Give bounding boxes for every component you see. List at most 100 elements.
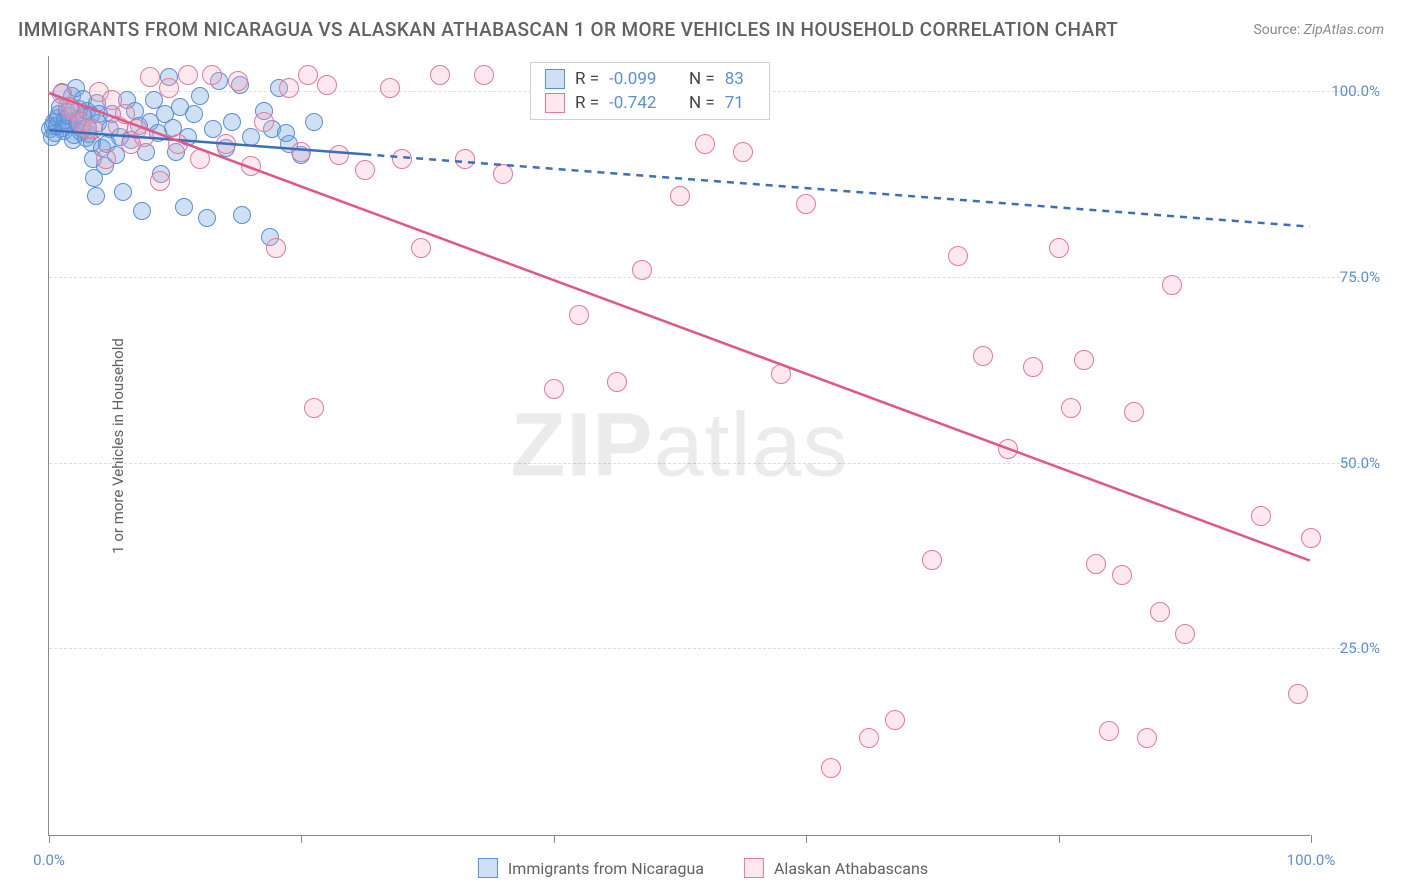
x-tick xyxy=(554,835,555,843)
y-tick-label: 75.0% xyxy=(1340,268,1380,286)
swatch-nicaragua xyxy=(478,858,498,878)
legend-label: Immigrants from Nicaragua xyxy=(508,859,704,878)
scatter-point-athabascan xyxy=(411,238,431,258)
scatter-point-athabascan xyxy=(1175,624,1195,644)
x-tick xyxy=(1059,835,1060,843)
scatter-point-athabascan xyxy=(1074,350,1094,370)
scatter-point-athabascan xyxy=(1061,398,1081,418)
scatter-point-athabascan xyxy=(178,65,198,85)
scatter-point-athabascan xyxy=(1086,554,1106,574)
legend-item-nicaragua: Immigrants from Nicaragua xyxy=(478,858,704,878)
scatter-point-athabascan xyxy=(569,305,589,325)
grid-line-y: 25.0% xyxy=(49,648,1380,649)
scatter-point-athabascan xyxy=(973,346,993,366)
scatter-point-athabascan xyxy=(1162,275,1182,295)
scatter-point-athabascan xyxy=(632,260,652,280)
x-tick-label: 0.0% xyxy=(33,851,65,869)
source-attribution: Source: ZipAtlas.com xyxy=(1253,22,1384,38)
scatter-point-athabascan xyxy=(771,364,791,384)
scatter-point-athabascan xyxy=(150,171,170,191)
scatter-point-athabascan xyxy=(695,134,715,154)
y-tick-label: 50.0% xyxy=(1340,454,1380,472)
n-value: 71 xyxy=(725,93,755,113)
swatch-nicaragua xyxy=(545,69,565,89)
scatter-point-nicaragua xyxy=(191,87,209,105)
scatter-point-athabascan xyxy=(159,78,179,98)
watermark-bold: ZIP xyxy=(510,395,653,495)
scatter-point-athabascan xyxy=(298,65,318,85)
scatter-point-athabascan xyxy=(733,142,753,162)
source-label: Source: xyxy=(1253,22,1300,38)
watermark: ZIPatlas xyxy=(510,394,848,497)
scatter-point-nicaragua xyxy=(133,202,151,220)
scatter-point-athabascan xyxy=(1301,528,1321,548)
scatter-point-athabascan xyxy=(670,186,690,206)
grid-line-y: 50.0% xyxy=(49,463,1380,464)
stats-row-nicaragua: R =-0.099N =83 xyxy=(531,67,769,91)
series-legend: Immigrants from Nicaragua Alaskan Athabas… xyxy=(478,858,928,878)
scatter-point-athabascan xyxy=(216,134,236,154)
chart-plot-area: ZIPatlas 25.0%50.0%75.0%100.0%0.0%100.0% xyxy=(48,56,1310,836)
scatter-point-athabascan xyxy=(821,758,841,778)
scatter-point-athabascan xyxy=(998,439,1018,459)
n-value: 83 xyxy=(725,69,755,89)
swatch-athabascan xyxy=(744,858,764,878)
scatter-point-athabascan xyxy=(1023,357,1043,377)
scatter-point-athabascan xyxy=(430,65,450,85)
scatter-point-athabascan xyxy=(859,728,879,748)
scatter-point-nicaragua xyxy=(233,206,251,224)
scatter-point-athabascan xyxy=(228,71,248,91)
scatter-point-athabascan xyxy=(96,149,116,169)
scatter-point-athabascan xyxy=(254,112,274,132)
scatter-point-athabascan xyxy=(134,127,154,147)
scatter-point-athabascan xyxy=(279,78,299,98)
scatter-point-athabascan xyxy=(190,149,210,169)
scatter-point-nicaragua xyxy=(198,209,216,227)
x-tick xyxy=(49,835,50,843)
scatter-point-nicaragua xyxy=(114,183,132,201)
stats-row-athabascan: R =-0.742N =71 xyxy=(531,91,769,115)
scatter-point-athabascan xyxy=(392,149,412,169)
x-tick xyxy=(1311,835,1312,843)
scatter-point-athabascan xyxy=(1288,684,1308,704)
scatter-point-athabascan xyxy=(168,134,188,154)
scatter-point-athabascan xyxy=(202,65,222,85)
n-label: N = xyxy=(689,69,715,89)
source-value: ZipAtlas.com xyxy=(1304,22,1384,38)
scatter-point-athabascan xyxy=(474,65,494,85)
scatter-point-athabascan xyxy=(948,246,968,266)
scatter-point-athabascan xyxy=(266,238,286,258)
scatter-point-athabascan xyxy=(355,160,375,180)
legend-label: Alaskan Athabascans xyxy=(774,859,928,878)
scatter-point-athabascan xyxy=(544,379,564,399)
scatter-point-nicaragua xyxy=(185,105,203,123)
scatter-point-athabascan xyxy=(304,398,324,418)
scatter-point-athabascan xyxy=(1150,602,1170,622)
scatter-point-athabascan xyxy=(329,145,349,165)
scatter-point-nicaragua xyxy=(223,113,241,131)
scatter-point-athabascan xyxy=(291,142,311,162)
scatter-point-athabascan xyxy=(1099,721,1119,741)
scatter-point-athabascan xyxy=(885,710,905,730)
scatter-point-athabascan xyxy=(241,156,261,176)
scatter-point-athabascan xyxy=(1049,238,1069,258)
scatter-point-athabascan xyxy=(922,550,942,570)
legend-item-athabascan: Alaskan Athabascans xyxy=(744,858,928,878)
scatter-point-athabascan xyxy=(493,164,513,184)
scatter-point-nicaragua xyxy=(242,128,260,146)
scatter-point-athabascan xyxy=(1137,728,1157,748)
scatter-point-athabascan xyxy=(796,194,816,214)
x-tick xyxy=(301,835,302,843)
watermark-light: atlas xyxy=(653,395,848,495)
scatter-point-athabascan xyxy=(607,372,627,392)
scatter-point-athabascan xyxy=(455,149,475,169)
x-tick xyxy=(806,835,807,843)
scatter-point-athabascan xyxy=(83,119,103,139)
x-tick-label: 100.0% xyxy=(1287,851,1336,869)
swatch-athabascan xyxy=(545,93,565,113)
scatter-point-nicaragua xyxy=(175,198,193,216)
y-tick-label: 25.0% xyxy=(1340,639,1380,657)
scatter-point-athabascan xyxy=(1112,565,1132,585)
r-value: -0.099 xyxy=(609,69,679,89)
r-label: R = xyxy=(575,93,599,113)
